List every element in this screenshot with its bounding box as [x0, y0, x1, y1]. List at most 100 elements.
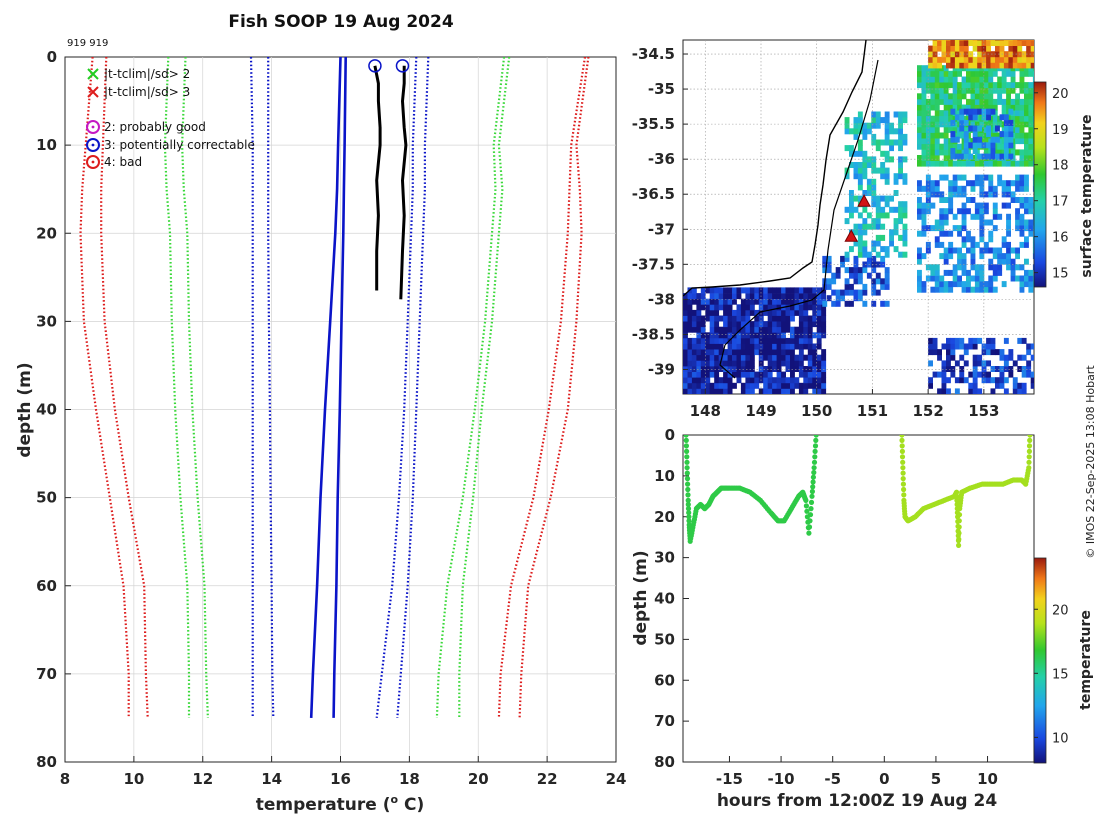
- track-point: [685, 506, 692, 512]
- map-x-tick-label-151: 151: [857, 402, 888, 420]
- track-point: [803, 503, 810, 509]
- qc-circle-0: [368, 59, 382, 73]
- track-point: [1026, 465, 1032, 471]
- track-point: [954, 489, 960, 495]
- track-point: [812, 448, 818, 454]
- track-point: [813, 435, 819, 438]
- dt-y-tick-label-60: 60: [654, 671, 675, 689]
- track-point: [810, 474, 817, 480]
- series-line-8: [435, 57, 506, 718]
- y-tick-label-0: 0: [47, 48, 57, 66]
- sst-colorbar: [1033, 81, 1047, 288]
- track-point: [900, 459, 906, 465]
- profile-series: [79, 57, 590, 719]
- sst-region-5: [928, 40, 1034, 69]
- legend-label-1: |t-tclim|/sd> 3: [104, 85, 190, 99]
- x-tick-label-16: 16: [330, 770, 351, 788]
- profile-y-label: depth (m): [15, 362, 35, 457]
- track-point: [812, 443, 819, 449]
- track-point: [1027, 437, 1033, 443]
- profile-x-label-a: temperature (: [256, 795, 391, 815]
- track-point: [686, 518, 692, 524]
- legend-marker-0-b: [87, 68, 99, 80]
- map-y-tick-label--38: -38: [648, 290, 675, 308]
- ids-label: 919 919: [67, 38, 108, 49]
- track-point: [899, 437, 905, 443]
- map-y-tick-label--39: -39: [648, 360, 675, 378]
- map-x-tick-label-153: 153: [968, 402, 999, 420]
- sst-cbar-tick-label-19: 19: [1052, 123, 1069, 138]
- y-tick-label-30: 30: [36, 312, 57, 330]
- depth-time-points: [683, 435, 1033, 549]
- series-line-11: [100, 57, 149, 718]
- t-cbar-tick-label-20: 20: [1052, 603, 1069, 618]
- track-point: [956, 530, 962, 536]
- track-point: [1026, 454, 1032, 460]
- series-line-9: [458, 57, 511, 718]
- series-line-12: [497, 57, 587, 718]
- track-point: [900, 476, 906, 482]
- track-segment-0: [683, 435, 819, 544]
- dt-y-tick-label-70: 70: [654, 712, 675, 730]
- legend: |t-tclim|/sd> 2 |t-tclim|/sd> 3 2: probabl…: [86, 67, 255, 169]
- temperature-colorbar: [1033, 557, 1047, 764]
- profile-x-label-sup: o: [391, 793, 399, 806]
- dt-x-tick-label--5: -5: [824, 770, 841, 788]
- x-tick-label-22: 22: [537, 770, 558, 788]
- y-tick-label-40: 40: [36, 401, 57, 419]
- profile-x-label-b: C): [398, 795, 424, 815]
- sst-region-0: [683, 287, 827, 394]
- x-tick-label-18: 18: [399, 770, 420, 788]
- sst-cbar-tick-label-16: 16: [1052, 231, 1069, 246]
- legend-marker-4: [86, 155, 100, 169]
- y-tick-label-10: 10: [36, 136, 57, 154]
- sst-region-7: [928, 337, 1034, 394]
- dt-x-tick-label--10: -10: [768, 770, 795, 788]
- track-point: [899, 448, 906, 454]
- map-x-tick-label-149: 149: [745, 402, 776, 420]
- map-x-tick-label-152: 152: [912, 402, 943, 420]
- legend-label-3: 3: potentially correctable: [104, 138, 255, 152]
- sst-region-4: [950, 108, 1014, 160]
- track-point: [685, 497, 691, 503]
- legend-dot-4: [91, 160, 95, 164]
- track-point: [683, 435, 689, 438]
- profile-panel: 8 10 12 14 16 18 20 22 24 0 10 20 30 40 50 60 70 80 |t-tc…: [15, 48, 626, 815]
- track-point: [1026, 443, 1033, 449]
- track-point: [956, 542, 962, 549]
- coastline-offshore: [719, 59, 879, 379]
- track-point: [1026, 459, 1032, 465]
- temperature-colorbar-ticks: 10 15 20: [1034, 603, 1069, 746]
- track-point: [900, 465, 906, 471]
- track-segment-1: [899, 435, 1033, 549]
- track-point: [809, 493, 815, 499]
- legend-marker-2: [86, 120, 100, 134]
- track-point: [684, 476, 691, 482]
- dt-y-tick-label-40: 40: [654, 590, 675, 608]
- dt-y-tick-label-0: 0: [665, 426, 675, 444]
- track-point: [684, 459, 690, 465]
- dt-x-tick-label-0: 0: [879, 770, 889, 788]
- credit: © IMOS 22-Sep-2025 13:08 Hobart: [1084, 365, 1097, 559]
- track-point: [901, 486, 907, 493]
- series-line-13: [518, 57, 590, 718]
- track-point: [685, 481, 691, 487]
- depth-time-ticks: -15 -10 -5 0 5 10 0 10 20 30 40 50 60 70 80: [654, 426, 998, 788]
- map-y-tick-label--37.5: -37.5: [632, 255, 675, 273]
- map-y-tick-label--36: -36: [648, 150, 675, 168]
- sst-map-markers: [844, 194, 871, 242]
- dt-x-tick-label-5: 5: [931, 770, 941, 788]
- dt-y-tick-label-80: 80: [654, 753, 675, 771]
- track-point: [807, 512, 814, 518]
- x-tick-label-10: 10: [123, 770, 144, 788]
- map-y-tick-label--34.5: -34.5: [632, 45, 675, 63]
- legend-dot-3: [91, 143, 95, 147]
- track-point: [811, 469, 817, 476]
- legend-label-4: 4: bad: [104, 155, 142, 169]
- track-point: [899, 443, 905, 449]
- sst-cbar-tick-label-17: 17: [1052, 195, 1069, 210]
- track-point: [684, 470, 690, 476]
- profile-ticks: 8 10 12 14 16 18 20 22 24 0 10 20 30 40 50 60 70 80: [36, 48, 626, 788]
- temperature-colorbar-label: temperature: [1078, 610, 1094, 710]
- t-cbar-tick-label-10: 10: [1052, 731, 1069, 746]
